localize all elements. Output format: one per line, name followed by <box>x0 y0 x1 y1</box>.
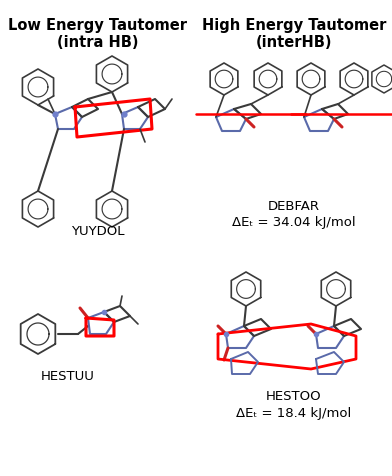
Text: HESTOO: HESTOO <box>266 389 322 402</box>
Text: Low Energy Tautomer
(intra HB): Low Energy Tautomer (intra HB) <box>9 18 187 50</box>
Text: YUYDOL: YUYDOL <box>71 225 125 238</box>
Text: DEBFAR: DEBFAR <box>268 199 320 213</box>
Text: ΔEₜ = 18.4 kJ/mol: ΔEₜ = 18.4 kJ/mol <box>236 406 352 419</box>
Text: ΔEₜ = 34.04 kJ/mol: ΔEₜ = 34.04 kJ/mol <box>232 216 356 228</box>
Text: HESTUU: HESTUU <box>41 369 95 382</box>
Text: High Energy Tautomer
(interHB): High Energy Tautomer (interHB) <box>202 18 386 50</box>
